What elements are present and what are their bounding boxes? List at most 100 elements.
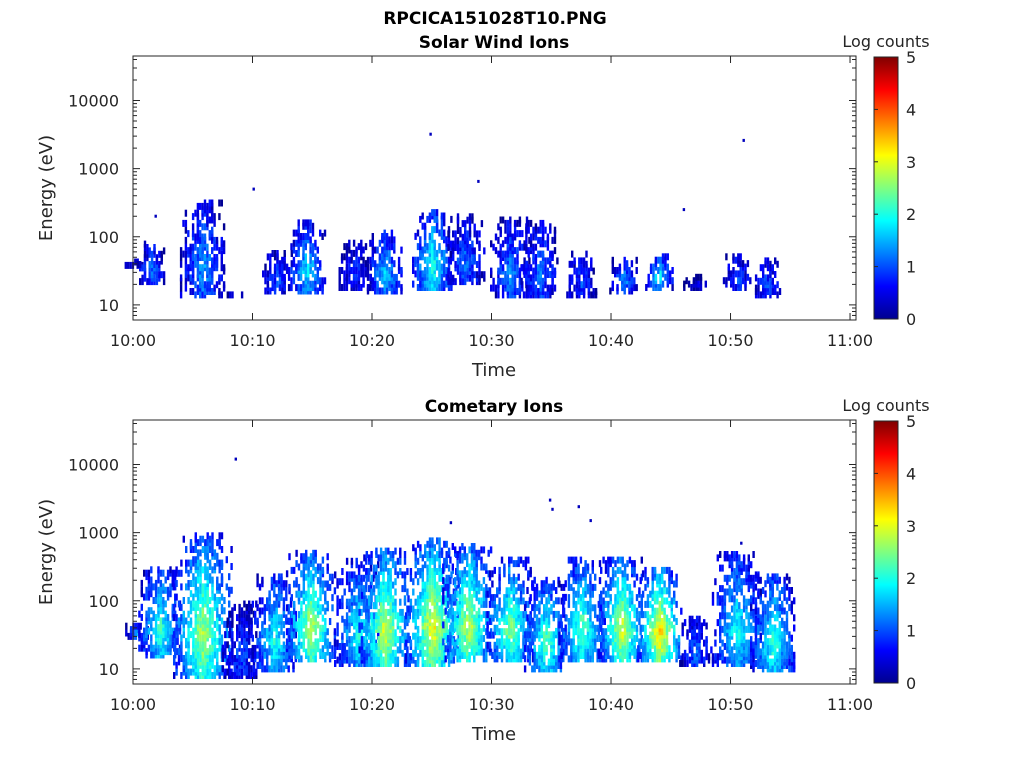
spectrogram-cell xyxy=(414,561,417,569)
spectrogram-cell xyxy=(699,284,703,291)
spectrogram-cell xyxy=(519,648,523,656)
spectrogram-cell xyxy=(211,539,214,547)
spectrogram-cell xyxy=(387,547,390,555)
spectrogram-cell xyxy=(455,585,458,593)
spectrogram-cell xyxy=(529,240,533,248)
spectrogram-cell xyxy=(192,600,195,608)
spectrogram-cell xyxy=(378,253,382,261)
spectrogram-cell xyxy=(211,216,214,224)
spectrogram-cell xyxy=(164,610,167,618)
spectrogram-cell xyxy=(297,648,301,656)
spectrogram-cell xyxy=(635,256,638,264)
spectrogram-cell xyxy=(127,632,130,640)
spectrogram-cell xyxy=(216,610,219,618)
spectrogram-cell xyxy=(184,277,188,285)
spectrogram-cell xyxy=(529,233,533,241)
spectrogram-cell xyxy=(470,573,474,581)
spectrogram-cell xyxy=(345,619,349,627)
spectrogram-cell xyxy=(426,256,429,264)
spectrogram-cell xyxy=(440,660,444,667)
spectrogram-cell xyxy=(155,278,159,286)
spectrogram-cell xyxy=(206,617,209,625)
spectrogram-cell xyxy=(357,564,361,572)
spectrogram-cell xyxy=(424,602,427,610)
spectrogram-cell xyxy=(424,649,427,657)
spectrogram-cell xyxy=(451,624,454,632)
spectrogram-cell xyxy=(213,213,216,221)
spectrogram-cell xyxy=(442,638,445,646)
spectrogram-cell xyxy=(157,586,160,594)
spectrogram-cell xyxy=(746,260,750,268)
spectrogram-cell xyxy=(206,668,209,676)
spectrogram-cell xyxy=(527,570,530,578)
spectrogram-cell xyxy=(140,614,143,621)
spectrogram-cell xyxy=(225,583,228,591)
spectrogram-cell xyxy=(295,239,298,247)
spectrogram-cell xyxy=(365,568,368,575)
spectrogram-cell xyxy=(451,648,454,656)
spectrogram-cell xyxy=(732,253,735,261)
spectrogram-cell xyxy=(180,672,183,679)
spectrogram-cell xyxy=(182,655,185,662)
spectrogram-cell xyxy=(362,619,366,627)
spectrogram-cell xyxy=(546,243,550,251)
spectrogram-cell xyxy=(508,597,511,605)
spectrogram-cell xyxy=(211,566,214,574)
spectrogram-cell xyxy=(446,611,450,619)
spectrogram-cell xyxy=(616,267,619,274)
spectrogram-cell xyxy=(174,569,177,577)
spectrogram-cell xyxy=(173,614,176,622)
spectrogram-cell xyxy=(543,604,546,612)
spectrogram-cell xyxy=(273,600,276,608)
spectrogram-cell xyxy=(377,636,380,644)
spectrogram-cell xyxy=(401,649,404,657)
spectrogram-cell xyxy=(297,236,300,244)
spectrogram-cell xyxy=(348,277,351,285)
spectrogram-cell xyxy=(567,573,571,581)
spectrogram-cell xyxy=(353,578,356,586)
spectrogram-cell xyxy=(534,284,538,292)
spectrogram-cell xyxy=(295,621,298,629)
spectrogram-cell xyxy=(473,543,476,550)
spectrogram-cell xyxy=(623,263,626,271)
spectrogram-cell xyxy=(426,564,429,572)
spectrogram-cell xyxy=(500,635,504,642)
spectrogram-cell xyxy=(218,583,221,591)
spectrogram-cell xyxy=(189,274,192,282)
spectrogram-cell xyxy=(266,280,270,288)
spectrogram-cell xyxy=(697,280,700,288)
spectrogram-cell xyxy=(355,267,358,274)
spectrogram-cell xyxy=(475,624,478,632)
spectrogram-cell xyxy=(666,270,669,278)
spectrogram-cell xyxy=(311,280,315,288)
spectrogram-cell xyxy=(345,629,349,637)
spectrogram-cell xyxy=(204,583,207,591)
spectrogram-cell xyxy=(194,590,197,598)
spectrogram-cell xyxy=(201,223,204,231)
spectrogram-cell xyxy=(749,277,752,285)
spectrogram-cell xyxy=(512,604,516,612)
spectrogram-cell xyxy=(473,230,476,238)
spectrogram-cell xyxy=(661,280,665,288)
spectrogram-cell xyxy=(468,631,471,639)
spectrogram-cell xyxy=(228,573,231,581)
spectrogram-cell xyxy=(568,274,571,282)
spectrogram-cell xyxy=(220,274,223,282)
spectrogram-cell xyxy=(350,571,354,579)
spectrogram-cell xyxy=(171,627,174,635)
spectrogram-cell xyxy=(557,648,560,656)
spectrogram-cell xyxy=(734,270,738,278)
spectrogram-cell xyxy=(449,556,452,564)
spectrogram-cell xyxy=(591,631,594,639)
spectrogram-cell xyxy=(396,557,400,565)
spectrogram-cell xyxy=(438,649,441,657)
spectrogram-cell xyxy=(390,236,394,244)
colorbar-tick-label: 2 xyxy=(906,205,916,224)
spectrogram-cell xyxy=(450,215,453,223)
spectrogram-cell xyxy=(473,223,476,231)
spectrogram-cell xyxy=(314,253,317,261)
spectrogram-cell xyxy=(560,641,563,649)
spectrogram-cell xyxy=(187,668,190,676)
spectrogram-cell xyxy=(319,570,322,578)
spectrogram-cell xyxy=(456,648,459,656)
